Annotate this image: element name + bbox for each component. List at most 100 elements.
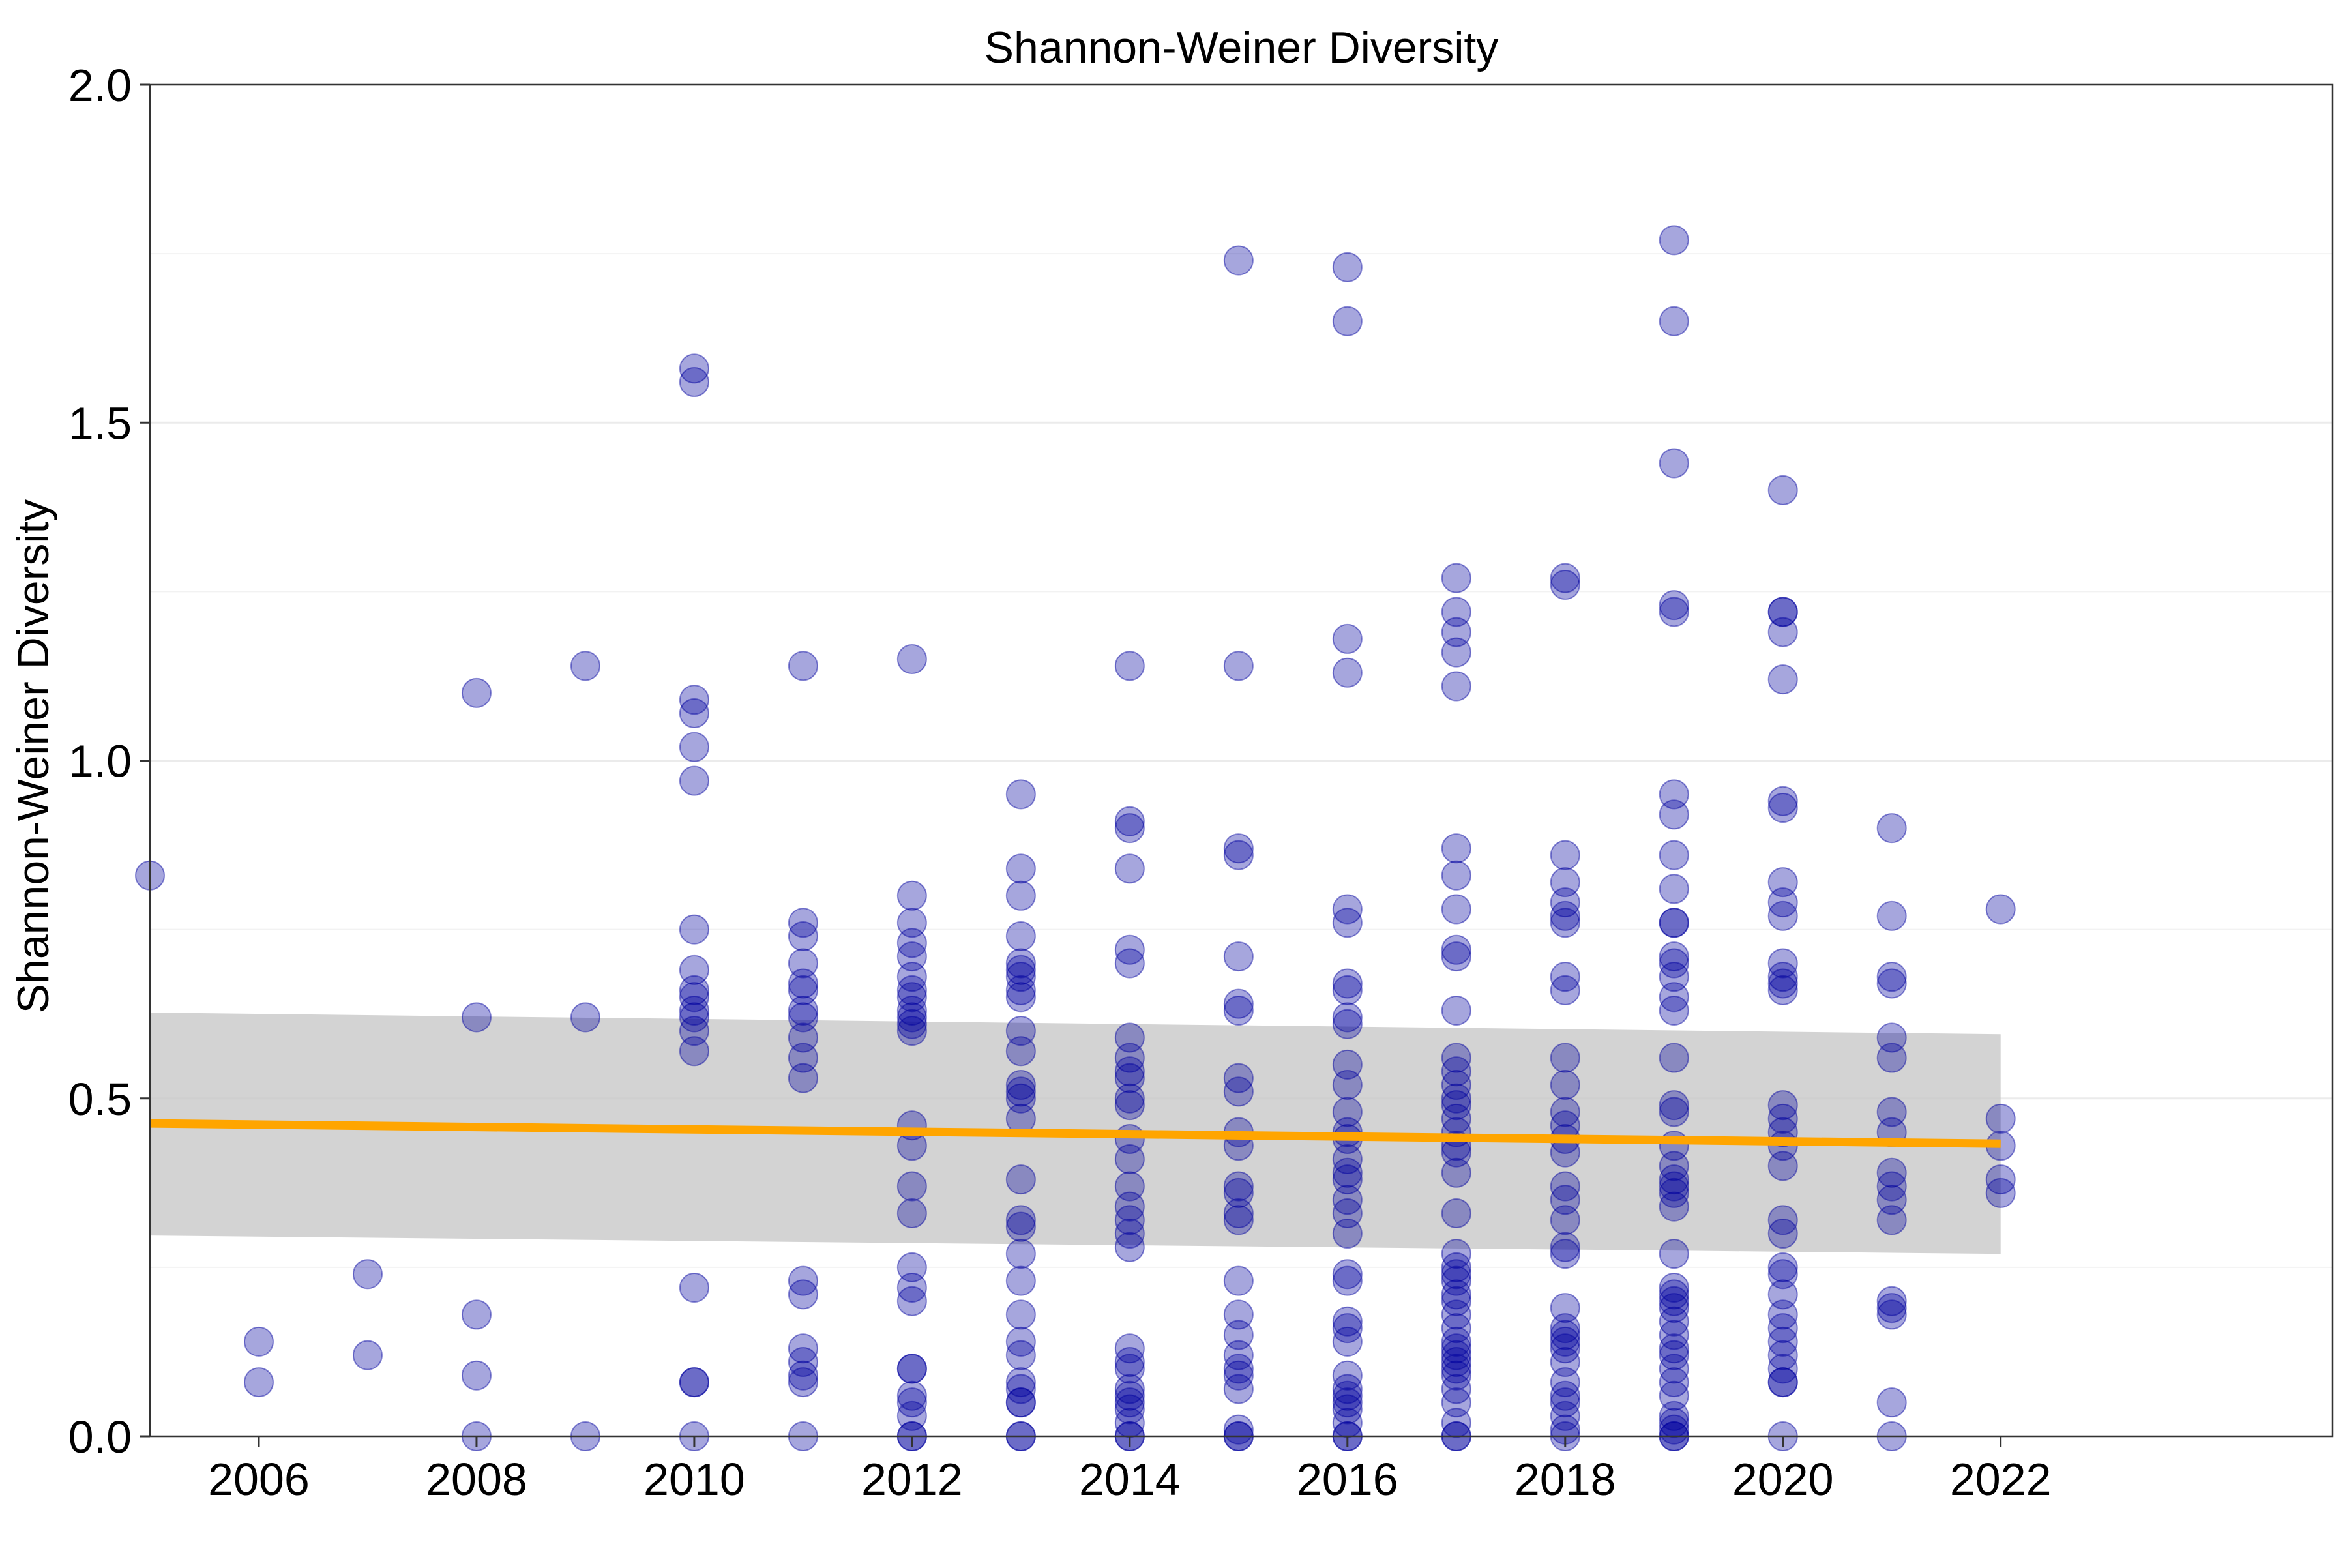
- data-point: [1767, 1103, 1798, 1134]
- data-point: [1659, 1354, 1689, 1384]
- data-point: [1005, 948, 1036, 979]
- data-point: [1005, 962, 1036, 992]
- data-point: [1223, 1177, 1254, 1208]
- data-point: [1550, 1387, 1580, 1418]
- data-point: [1550, 1326, 1580, 1357]
- data-point: [1659, 941, 1689, 972]
- data-point: [1114, 1171, 1145, 1202]
- data-point: [1876, 1157, 1907, 1188]
- data-point: [1441, 637, 1471, 668]
- data-point: [679, 732, 709, 762]
- data-point: [1005, 921, 1036, 951]
- data-point: [1550, 962, 1580, 992]
- data-point: [1114, 1387, 1145, 1418]
- data-point: [461, 1002, 492, 1033]
- data-point: [1441, 1090, 1471, 1121]
- data-points: [135, 225, 2016, 1451]
- data-point: [1332, 1326, 1363, 1357]
- data-point: [1223, 1354, 1254, 1384]
- data-point: [1441, 1043, 1471, 1073]
- data-point: [1659, 1408, 1689, 1438]
- data-point: [1441, 1265, 1471, 1296]
- data-point: [1767, 867, 1798, 898]
- data-point: [1114, 1232, 1145, 1262]
- data-point: [1114, 1144, 1145, 1175]
- data-point: [1114, 1063, 1145, 1093]
- trend-line: [149, 1119, 2001, 1148]
- data-point: [679, 1036, 709, 1067]
- x-tick-label: 2020: [1732, 1454, 1834, 1505]
- data-point: [1332, 975, 1363, 1005]
- data-point: [1332, 968, 1363, 999]
- data-point: [1767, 617, 1798, 647]
- data-point: [1332, 894, 1363, 925]
- data-point: [679, 1367, 709, 1398]
- data-point: [679, 685, 709, 715]
- data-point: [1005, 1211, 1036, 1242]
- data-point: [1876, 1293, 1907, 1324]
- x-tick-label: 2006: [208, 1454, 310, 1505]
- data-point: [1767, 786, 1798, 816]
- data-point: [1332, 1144, 1363, 1175]
- data-point: [1550, 1293, 1580, 1324]
- data-point: [1767, 1252, 1798, 1282]
- y-axis-label: Shannon-Weiner Diversity: [8, 499, 58, 1014]
- data-point: [788, 1360, 818, 1391]
- data-point: [1332, 1380, 1363, 1411]
- data-point: [788, 908, 818, 938]
- data-point: [1659, 590, 1689, 621]
- data-point: [1441, 1083, 1471, 1114]
- data-point: [1332, 1198, 1363, 1228]
- data-point: [788, 1367, 818, 1398]
- data-point: [1332, 657, 1363, 688]
- data-point: [1659, 1043, 1689, 1073]
- data-point: [1114, 1346, 1145, 1377]
- data-point: [896, 644, 927, 675]
- data-point: [1005, 1076, 1036, 1107]
- data-point: [1767, 1219, 1798, 1249]
- data-point: [1332, 908, 1363, 938]
- data-point: [1767, 1354, 1798, 1384]
- data-point: [1767, 1205, 1798, 1235]
- data-point: [1767, 1299, 1798, 1330]
- data-point: [896, 928, 927, 958]
- data-point: [1550, 1043, 1580, 1073]
- data-point: [1332, 1394, 1363, 1425]
- data-point: [1985, 1177, 2016, 1208]
- data-point: [1332, 1157, 1363, 1188]
- data-point: [1005, 1367, 1036, 1398]
- data-point: [679, 1016, 709, 1046]
- data-point: [1332, 1259, 1363, 1290]
- data-point: [1005, 982, 1036, 1013]
- x-tick-label: 2018: [1514, 1454, 1616, 1505]
- data-point: [1767, 1151, 1798, 1181]
- data-point: [1767, 1367, 1798, 1398]
- data-point: [1223, 1171, 1254, 1202]
- data-point: [1332, 1164, 1363, 1195]
- data-point: [1114, 1380, 1145, 1411]
- data-point: [679, 698, 709, 728]
- data-point: [896, 941, 927, 972]
- data-point: [1114, 1090, 1145, 1121]
- data-point: [679, 914, 709, 945]
- data-point: [1005, 1387, 1036, 1418]
- data-point: [1114, 813, 1145, 844]
- data-point: [1441, 563, 1471, 593]
- data-point: [1005, 1326, 1036, 1357]
- data-point: [1005, 1164, 1036, 1195]
- data-point: [1767, 948, 1798, 979]
- data-point: [1985, 1164, 2016, 1195]
- data-point: [1659, 1279, 1689, 1310]
- data-point: [1659, 1177, 1689, 1208]
- data-point: [1659, 779, 1689, 810]
- data-point: [1659, 1400, 1689, 1431]
- data-point: [1223, 1063, 1254, 1093]
- data-point: [1223, 1374, 1254, 1404]
- data-point: [1114, 1394, 1145, 1425]
- data-point: [1876, 1022, 1907, 1053]
- data-point: [1550, 1313, 1580, 1344]
- data-point: [1767, 887, 1798, 918]
- data-point: [1767, 975, 1798, 1005]
